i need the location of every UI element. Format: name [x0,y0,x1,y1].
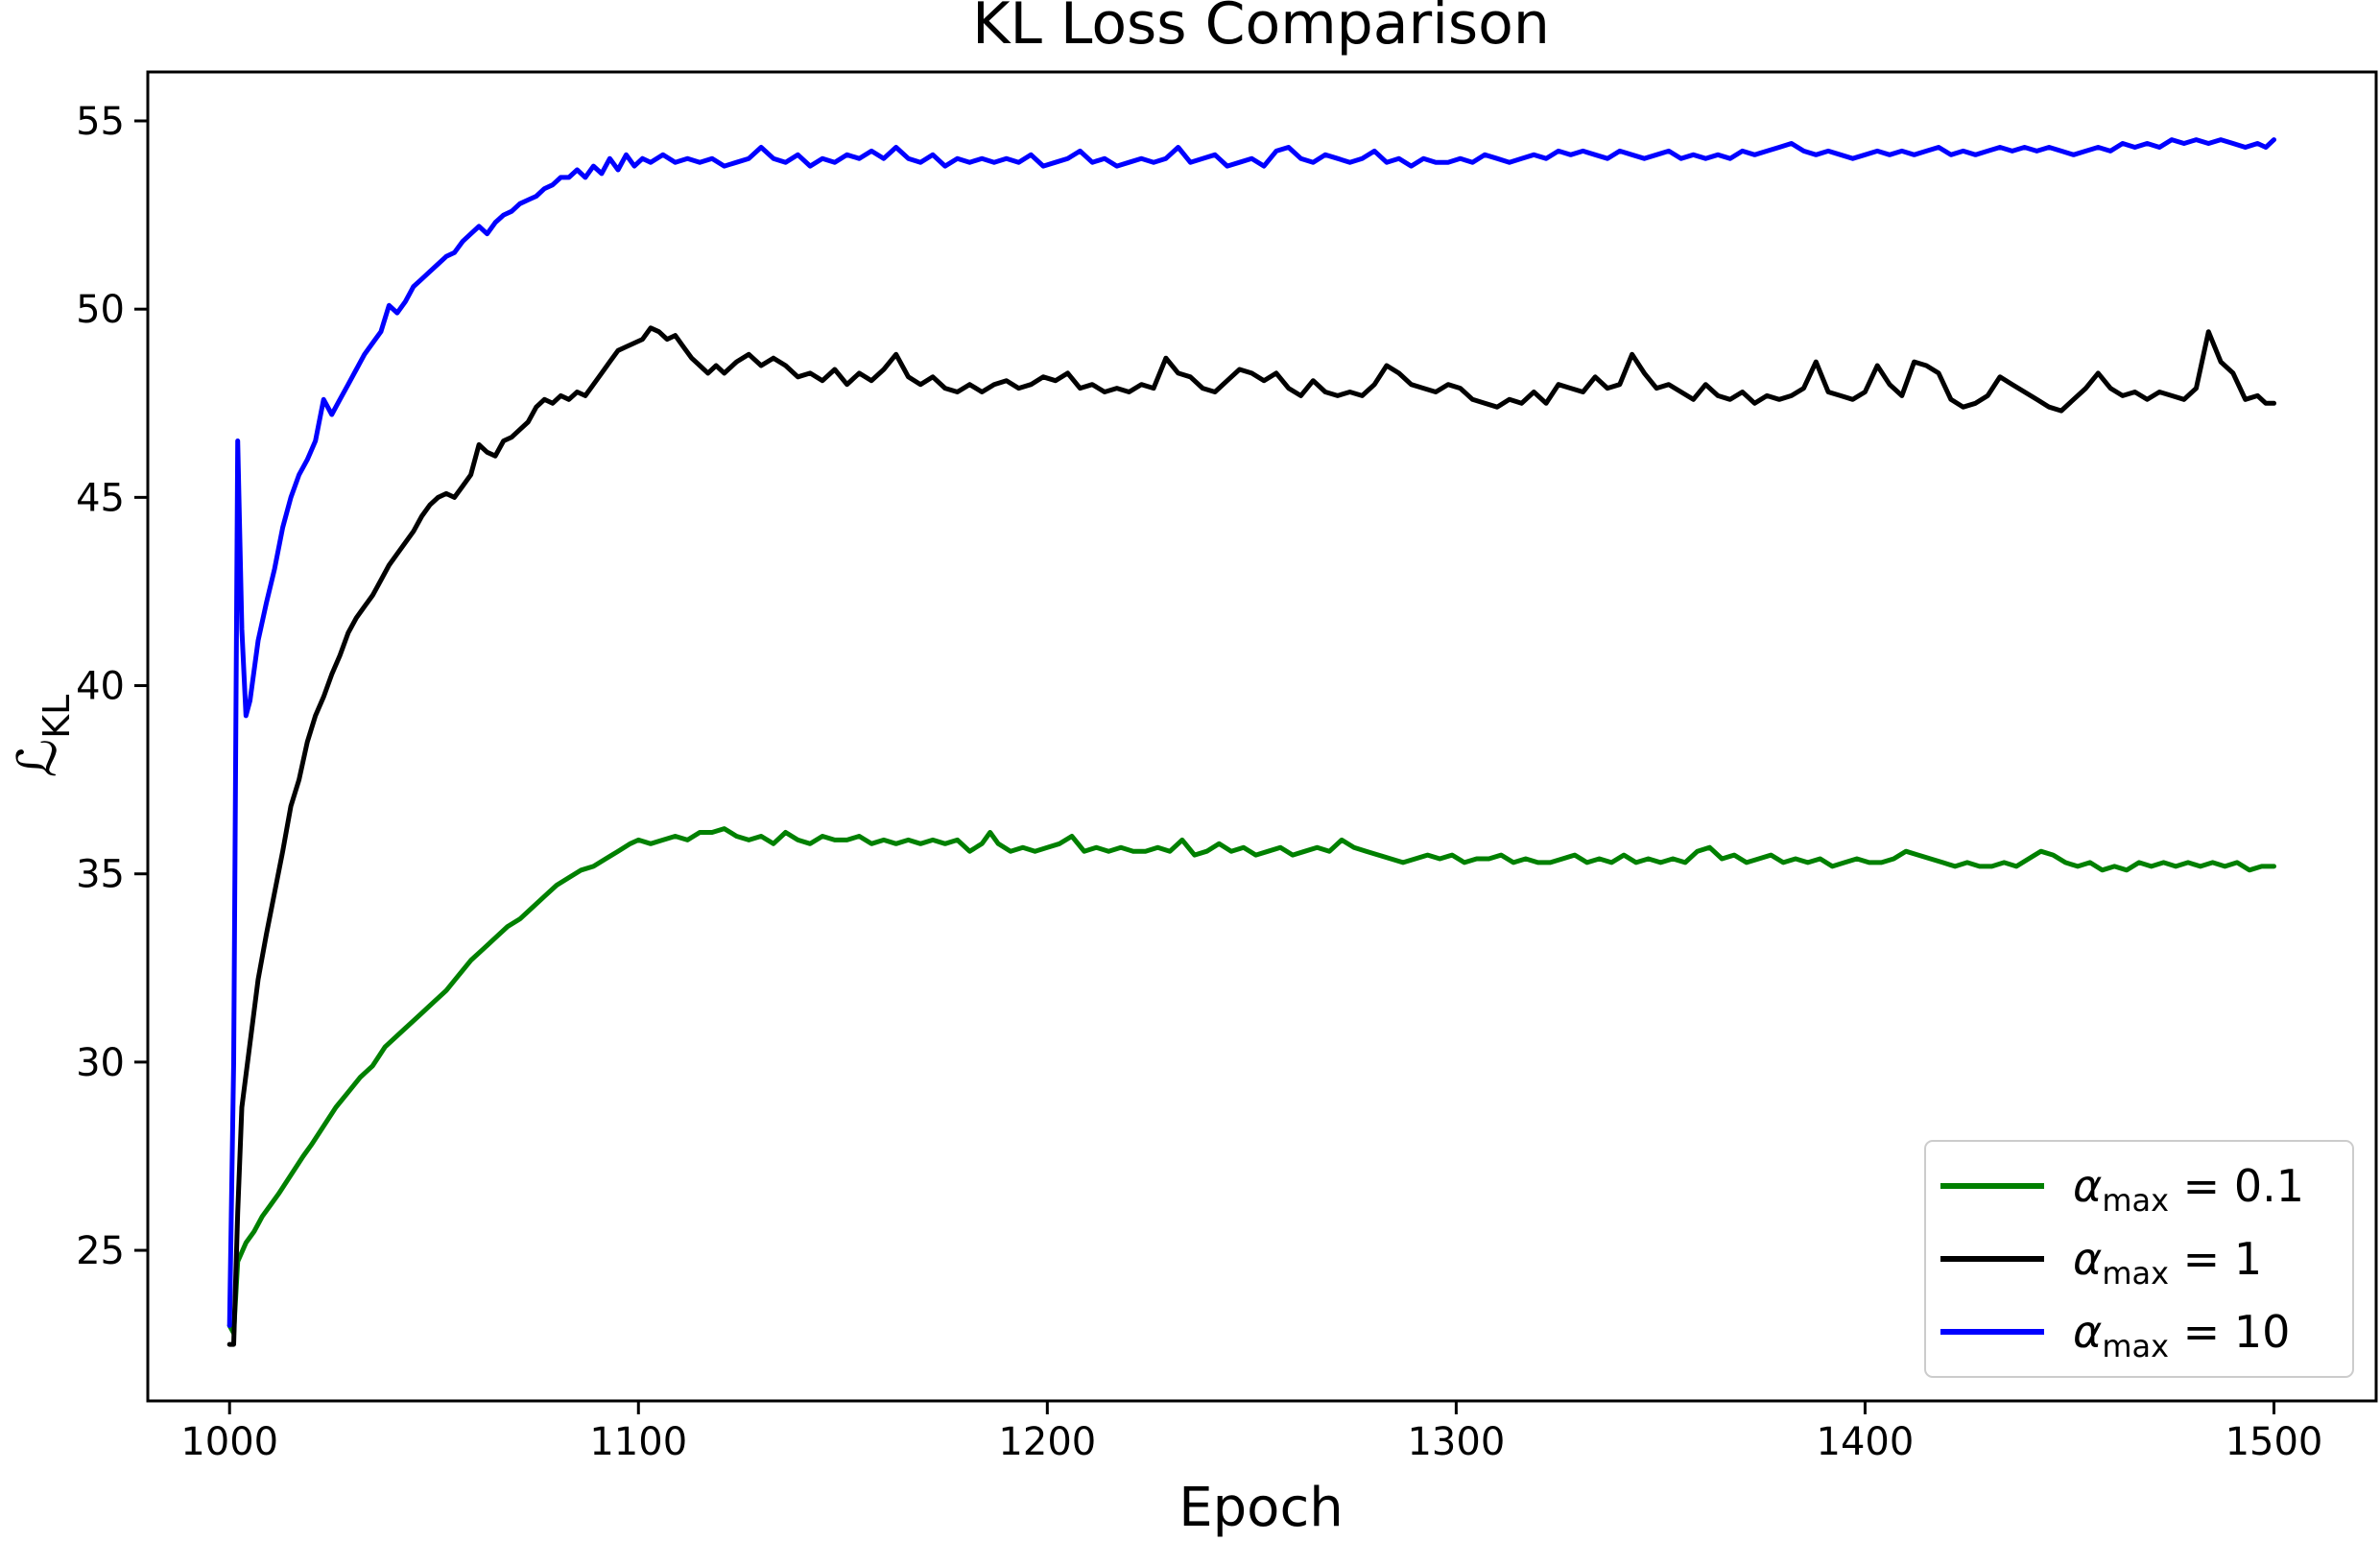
y-tick-label: 25 [76,1229,125,1273]
y-tick-label: 50 [76,288,125,332]
y-axis-label-sub: KL [36,695,78,739]
series-line-3 [226,137,2276,1328]
y-tick-label: 35 [76,853,125,897]
series-line-1 [226,826,2276,1336]
y-tick-label: 40 [76,665,125,709]
legend-label-2: αmax = 1 [2073,1233,2262,1292]
legend-label-1: αmax = 0.1 [2073,1160,2304,1219]
x-axis-label: Epoch [1178,1477,1343,1539]
legend: αmax = 0.1 αmax = 1 αmax = 10 [1924,1140,2354,1378]
x-tick-label: 1200 [998,1420,1096,1464]
x-tick-label: 1100 [589,1420,687,1464]
legend-label-3: αmax = 10 [2073,1306,2290,1364]
chart-title: KL Loss Comparison [972,0,1550,58]
plot-frame [146,70,2378,1403]
y-tick-label: 55 [76,100,125,144]
y-axis-label-main: ℒ [7,739,69,777]
y-tick-label: 30 [76,1041,125,1085]
series-line-2 [226,325,2276,1347]
legend-box [1924,1140,2354,1378]
y-axis-label: ℒKL [7,695,78,777]
x-tick-label: 1500 [2225,1420,2323,1464]
svg-text:ℒKL: ℒKL [7,695,78,777]
x-tick-label: 1000 [180,1420,278,1464]
series-layer [226,137,2276,1347]
x-axis: 1000 1100 1200 1300 1400 1500 [180,1401,2322,1464]
y-axis: 25 30 35 40 45 50 55 [76,100,148,1273]
x-tick-label: 1300 [1407,1420,1505,1464]
y-tick-label: 45 [76,476,125,520]
x-tick-label: 1400 [1817,1420,1915,1464]
